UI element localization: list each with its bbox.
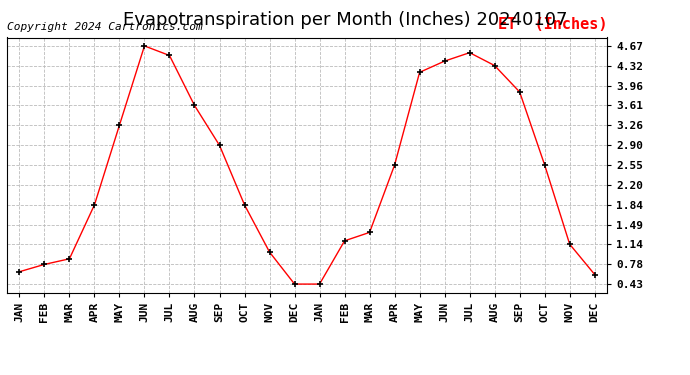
Text: ET  (Inches): ET (Inches) — [497, 17, 607, 32]
Text: Copyright 2024 Cartronics.com: Copyright 2024 Cartronics.com — [7, 22, 203, 32]
Text: Evapotranspiration per Month (Inches) 20240107: Evapotranspiration per Month (Inches) 20… — [123, 11, 567, 29]
